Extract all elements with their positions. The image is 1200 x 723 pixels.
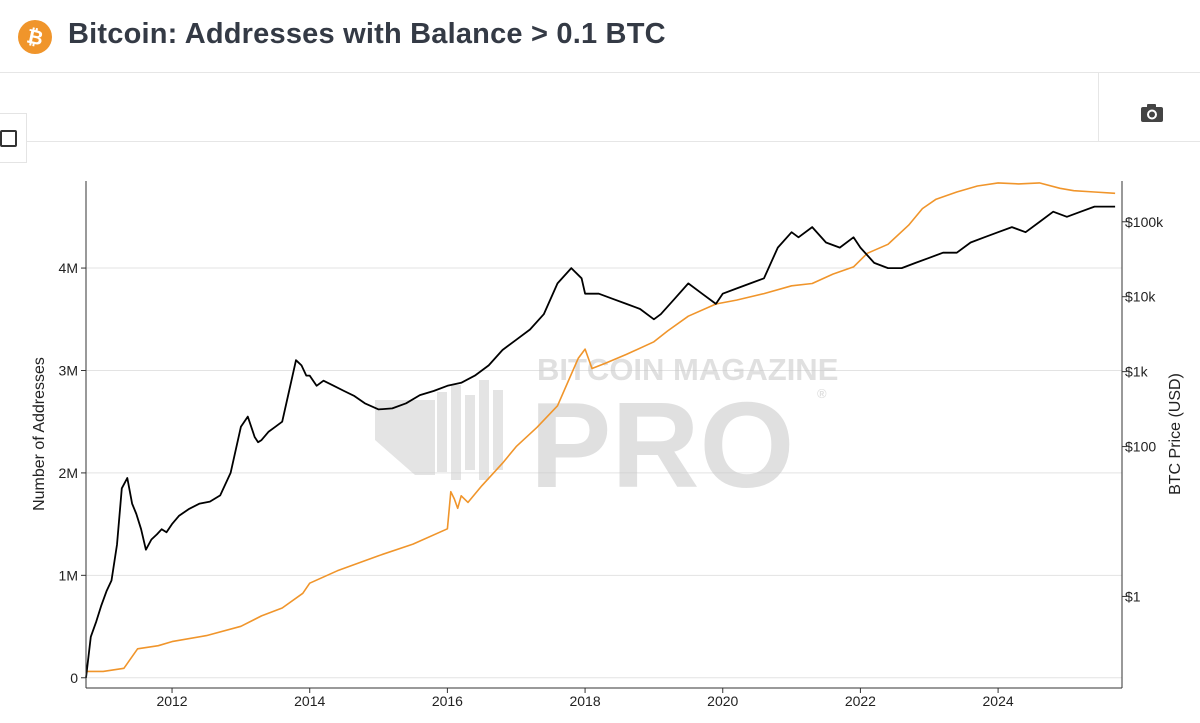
checkbox-button[interactable]: [0, 113, 27, 163]
y2-tick-label: $10k: [1125, 289, 1156, 305]
x-axis-ticks: 2012 2014 2016 2018 2020 2022 2024: [156, 688, 1014, 709]
x-tick-label: 2018: [569, 693, 600, 709]
y2-tick-label: $100k: [1125, 214, 1164, 230]
watermark-line1: BITCOIN MAGAZINE: [537, 352, 838, 387]
y-tick-label: 1M: [59, 567, 78, 583]
x-tick-label: 2016: [432, 693, 463, 709]
watermark-emblem-icon: [375, 380, 503, 480]
series-line-btc-price: [86, 182, 1116, 673]
x-tick-label: 2022: [845, 693, 876, 709]
y-tick-label: 3M: [59, 362, 78, 378]
watermark: BITCOIN MAGAZINE PRO ®: [375, 352, 838, 513]
y-axis-title: Number of Addresses: [31, 357, 48, 511]
y2-axis-title: BTC Price (USD): [1167, 373, 1184, 495]
toolbar-divider: [1098, 73, 1099, 141]
series-group: [85, 182, 1116, 678]
x-tick-label: 2024: [983, 693, 1014, 709]
y2-tick-label: $1: [1125, 588, 1141, 604]
x-tick-label: 2012: [156, 693, 187, 709]
header-bar: ₿ Bitcoin: Addresses with Balance > 0.1 …: [0, 0, 1200, 73]
checkbox-icon: [0, 130, 17, 147]
y2-tick-label: $100: [1125, 439, 1156, 455]
y-axis-ticks: 0 1M 2M 3M 4M: [59, 260, 86, 686]
x-tick-label: 2020: [707, 693, 738, 709]
y-tick-label: 2M: [59, 465, 78, 481]
y-tick-label: 0: [70, 670, 78, 686]
watermark-mark: ®: [817, 386, 827, 401]
y-tick-label: 4M: [59, 260, 78, 276]
watermark-line2: PRO: [530, 377, 794, 513]
y2-axis-ticks: $1 $100 $1k $10k $100k: [1122, 214, 1164, 604]
y2-tick-label: $1k: [1125, 364, 1149, 380]
camera-icon[interactable]: [1140, 103, 1170, 129]
page-title: Bitcoin: Addresses with Balance > 0.1 BT…: [68, 18, 666, 50]
x-tick-label: 2014: [294, 693, 325, 709]
chart-toolbar: [0, 73, 1200, 142]
gridlines: [86, 267, 1122, 679]
series-line-addresses: [85, 205, 1116, 678]
bitcoin-logo-icon: ₿: [18, 20, 52, 54]
